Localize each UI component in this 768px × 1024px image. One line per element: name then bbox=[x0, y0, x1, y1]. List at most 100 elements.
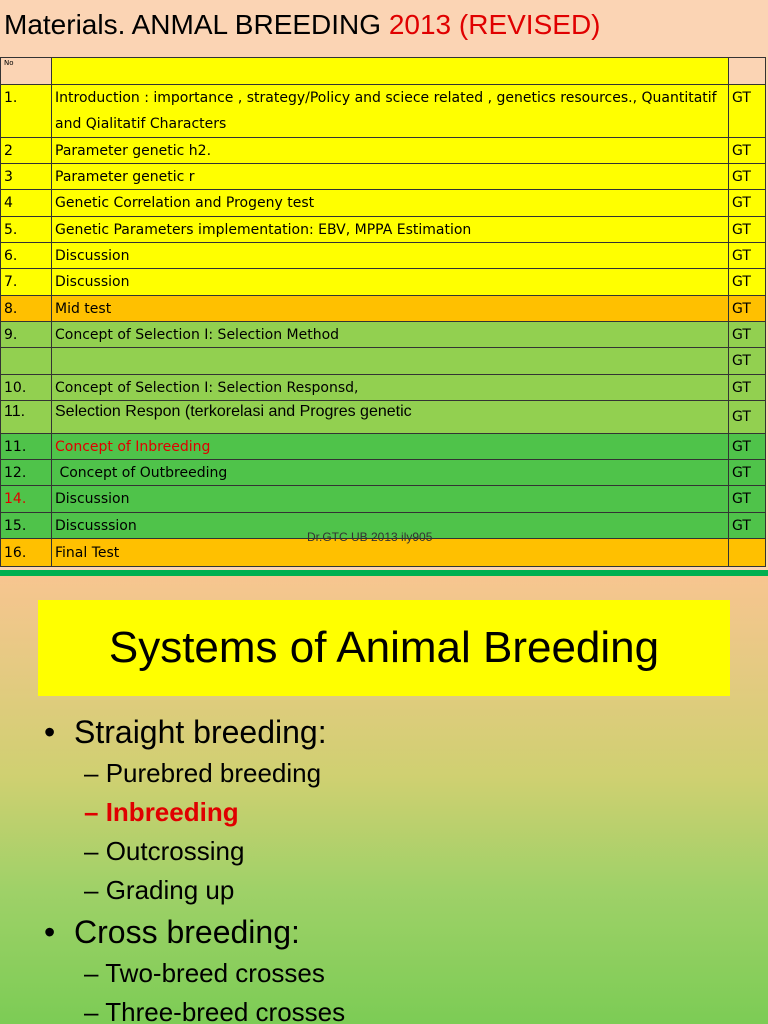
table-row: 16. Final Test bbox=[0, 538, 766, 567]
row-lecturer: GT bbox=[728, 268, 766, 296]
item-text: Two-breed crosses bbox=[105, 958, 325, 988]
row-lecturer bbox=[728, 538, 766, 567]
row-lecturer: GT bbox=[728, 242, 766, 269]
header-no: No bbox=[0, 57, 52, 85]
list-item: – Grading up bbox=[44, 871, 744, 910]
row-lecturer: GT bbox=[728, 216, 766, 243]
dash-icon: – bbox=[84, 797, 99, 827]
breeding-systems-slide: Systems of Animal Breeding • Straight bre… bbox=[0, 576, 768, 1024]
list-item: – Purebred breeding bbox=[44, 754, 744, 793]
table-row: 3 Parameter genetic r GT bbox=[0, 163, 766, 190]
schedule-table: No 1. Introduction : importance , strate… bbox=[0, 57, 766, 567]
bullet-list: • Straight breeding: – Purebred breeding … bbox=[44, 710, 744, 1024]
schedule-slide: Materials. ANMAL BREEDING 2013 (REVISED)… bbox=[0, 0, 768, 572]
row-topic: Selection Respon (terkorelasi and Progre… bbox=[51, 400, 729, 434]
row-no: 15. bbox=[0, 512, 52, 539]
row-lecturer: GT bbox=[728, 485, 766, 513]
row-no: 8. bbox=[0, 295, 52, 322]
row-lecturer: GT bbox=[728, 512, 766, 539]
row-lecturer: GT bbox=[728, 189, 766, 217]
row-no: 10. bbox=[0, 374, 52, 401]
row-no: 12. bbox=[0, 459, 52, 486]
row-topic: Introduction : importance , strategy/Pol… bbox=[51, 84, 729, 138]
row-no: 9. bbox=[0, 321, 52, 348]
table-row: 9. Concept of Selection I: Selection Met… bbox=[0, 321, 766, 348]
bullet-icon: • bbox=[44, 914, 56, 950]
item-text: Purebred breeding bbox=[105, 758, 322, 788]
header-lecturer bbox=[728, 57, 766, 85]
row-lecturer: GT bbox=[728, 321, 766, 348]
item-text: Inbreeding bbox=[105, 797, 239, 827]
row-no: 16. bbox=[0, 538, 52, 567]
row-no: 3 bbox=[0, 163, 52, 190]
row-no bbox=[0, 347, 52, 375]
row-topic: Genetic Parameters implementation: EBV, … bbox=[51, 216, 729, 243]
list-item-highlighted: – Inbreeding bbox=[44, 793, 744, 832]
row-topic: Genetic Correlation and Progeny test bbox=[51, 189, 729, 217]
slide-title-box: Systems of Animal Breeding bbox=[38, 600, 730, 696]
bullet-text: Straight breeding: bbox=[74, 714, 327, 750]
row-no: 7. bbox=[0, 268, 52, 296]
table-row: 5. Genetic Parameters implementation: EB… bbox=[0, 216, 766, 243]
row-no: 4 bbox=[0, 189, 52, 217]
header-topic bbox=[51, 57, 729, 85]
row-lecturer: GT bbox=[728, 374, 766, 401]
table-row: 1. Introduction : importance , strategy/… bbox=[0, 84, 766, 138]
row-no: 11. bbox=[0, 400, 52, 434]
dash-icon: – bbox=[84, 758, 99, 788]
row-topic: Concept of Selection I: Selection Respon… bbox=[51, 374, 729, 401]
row-no: 5. bbox=[0, 216, 52, 243]
slide-title: Materials. ANMAL BREEDING 2013 (REVISED) bbox=[4, 6, 600, 44]
list-item: – Two-breed crosses bbox=[44, 954, 744, 993]
row-topic: Parameter genetic r bbox=[51, 163, 729, 190]
dash-icon: – bbox=[84, 836, 99, 866]
bullet-cross-breeding: • Cross breeding: bbox=[44, 910, 744, 954]
table-row: 12. Concept of Outbreeding GT bbox=[0, 459, 766, 486]
table-row: 2 Parameter genetic h2. GT bbox=[0, 137, 766, 164]
table-row: 4 Genetic Correlation and Progeny test G… bbox=[0, 189, 766, 217]
bullet-text: Cross breeding: bbox=[74, 914, 300, 950]
row-lecturer: GT bbox=[728, 347, 766, 375]
row-lecturer: GT bbox=[728, 137, 766, 164]
list-item: – Three-breed crosses bbox=[44, 993, 744, 1024]
table-row: 11. Concept of Inbreeding GT bbox=[0, 433, 766, 460]
item-text: Grading up bbox=[105, 875, 235, 905]
table-row: 7. Discussion GT bbox=[0, 268, 766, 296]
row-lecturer: GT bbox=[728, 163, 766, 190]
row-topic: Discussion bbox=[51, 485, 729, 513]
slide-footer: Dr.GTC UB 2013 ily905 bbox=[307, 530, 433, 544]
row-no: 6. bbox=[0, 242, 52, 269]
table-row: 10. Concept of Selection I: Selection Re… bbox=[0, 374, 766, 401]
table-row: 6. Discussion GT bbox=[0, 242, 766, 269]
row-topic: Discussion bbox=[51, 268, 729, 296]
table-row: 11. Selection Respon (terkorelasi and Pr… bbox=[0, 400, 766, 434]
table-row: 15. Discusssion GT bbox=[0, 512, 766, 539]
bullet-straight-breeding: • Straight breeding: bbox=[44, 710, 744, 754]
row-topic: Concept of Outbreeding bbox=[51, 459, 729, 486]
row-no: 1. bbox=[0, 84, 52, 138]
dash-icon: – bbox=[84, 875, 99, 905]
row-topic: Concept of Inbreeding bbox=[51, 433, 729, 460]
table-header-row: No bbox=[0, 57, 766, 85]
row-lecturer: GT bbox=[728, 84, 766, 138]
item-text: Outcrossing bbox=[105, 836, 245, 866]
slide-title: Systems of Animal Breeding bbox=[108, 623, 660, 672]
row-no: 14. bbox=[0, 485, 52, 513]
row-topic: Final Test bbox=[51, 538, 729, 567]
item-text: Three-breed crosses bbox=[105, 997, 346, 1024]
row-lecturer: GT bbox=[728, 295, 766, 322]
dash-icon: – bbox=[84, 997, 99, 1024]
bullet-icon: • bbox=[44, 714, 56, 750]
row-no: 2 bbox=[0, 137, 52, 164]
row-lecturer: GT bbox=[728, 459, 766, 486]
row-topic bbox=[51, 347, 729, 375]
list-item: – Outcrossing bbox=[44, 832, 744, 871]
row-lecturer: GT bbox=[728, 400, 766, 434]
table-row: GT bbox=[0, 347, 766, 375]
row-topic: Discussion bbox=[51, 242, 729, 269]
title-main: Materials. ANMAL BREEDING bbox=[4, 9, 389, 40]
dash-icon: – bbox=[84, 958, 99, 988]
title-year: 2013 (REVISED) bbox=[388, 9, 601, 40]
row-topic: Mid test bbox=[51, 295, 729, 322]
table-row: 14. Discussion GT bbox=[0, 485, 766, 513]
